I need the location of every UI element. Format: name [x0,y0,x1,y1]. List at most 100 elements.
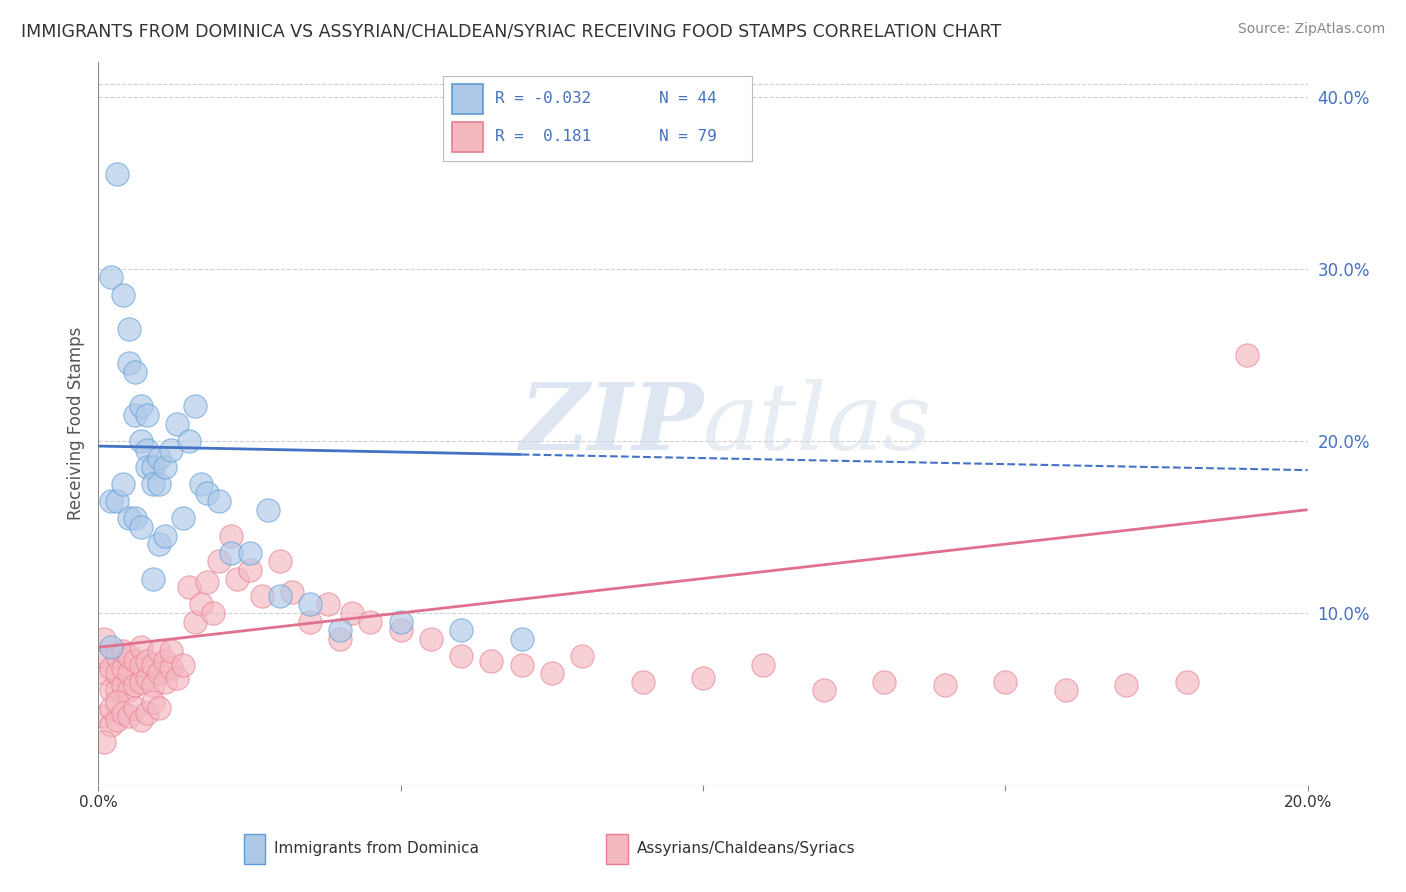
Point [135,671,157,685]
Point [1175,674,1198,689]
Point [752,657,775,672]
Point [148,700,170,714]
FancyBboxPatch shape [453,85,484,114]
Point [129,674,152,689]
Point [135,408,157,422]
Point [813,683,835,698]
Text: Immigrants from Dominica: Immigrants from Dominica [274,841,479,856]
Text: R = -0.032: R = -0.032 [495,91,592,106]
Point [129,657,152,672]
Point [239,546,262,560]
Point [179,580,201,594]
Point [111,678,134,692]
Point [299,615,322,629]
Point [93,735,115,749]
Point [100,640,122,655]
FancyBboxPatch shape [453,122,484,152]
Point [105,167,128,181]
Point [148,644,170,658]
Point [190,598,212,612]
Point [118,666,141,681]
Point [256,502,278,516]
Point [148,476,170,491]
Point [93,666,115,681]
Point [360,615,382,629]
Point [135,654,157,668]
Point [160,442,183,457]
Point [540,666,562,681]
FancyBboxPatch shape [606,834,628,864]
Y-axis label: Receiving Food Stamps: Receiving Food Stamps [66,327,84,520]
Point [100,717,122,731]
Point [692,671,714,685]
Point [329,632,352,646]
Point [510,632,533,646]
Point [179,434,201,448]
Point [148,537,170,551]
Point [184,615,207,629]
Point [135,442,157,457]
Point [93,709,115,723]
Point [142,476,165,491]
Point [481,654,503,668]
Point [124,700,146,714]
Text: Source: ZipAtlas.com: Source: ZipAtlas.com [1237,22,1385,37]
Point [111,661,134,675]
Point [153,654,176,668]
Point [450,623,472,637]
Point [202,606,225,620]
Point [153,459,176,474]
Point [994,674,1017,689]
Point [208,494,231,508]
Point [100,683,122,698]
Text: R =  0.181: R = 0.181 [495,129,592,145]
Text: N = 79: N = 79 [659,129,717,145]
Point [148,451,170,466]
Point [100,494,122,508]
Point [124,511,146,525]
Point [142,572,165,586]
Point [105,683,128,698]
Point [221,546,243,560]
Point [135,706,157,720]
Point [873,674,896,689]
Text: Assyrians/Chaldeans/Syriacs: Assyrians/Chaldeans/Syriacs [637,841,855,856]
Point [299,598,322,612]
Point [389,623,412,637]
Point [100,661,122,675]
Point [118,356,141,371]
Point [160,661,183,675]
Point [166,417,188,431]
Point [129,434,152,448]
Point [111,287,134,301]
Point [571,648,593,663]
Point [389,615,412,629]
Point [124,678,146,692]
Point [105,713,128,727]
Point [148,666,170,681]
Point [93,648,115,663]
Point [281,585,304,599]
Point [100,270,122,285]
Point [1054,683,1077,698]
Point [129,400,152,414]
Point [195,485,218,500]
Point [269,589,291,603]
Point [342,606,364,620]
Point [118,511,141,525]
Point [142,459,165,474]
Point [631,674,654,689]
Point [142,657,165,672]
Point [316,598,339,612]
Point [129,713,152,727]
Point [269,554,291,568]
Point [1115,678,1137,692]
Point [118,648,141,663]
Point [195,574,218,589]
Point [208,554,231,568]
Point [153,674,176,689]
Point [239,563,262,577]
Point [329,623,352,637]
Point [105,666,128,681]
Point [124,654,146,668]
